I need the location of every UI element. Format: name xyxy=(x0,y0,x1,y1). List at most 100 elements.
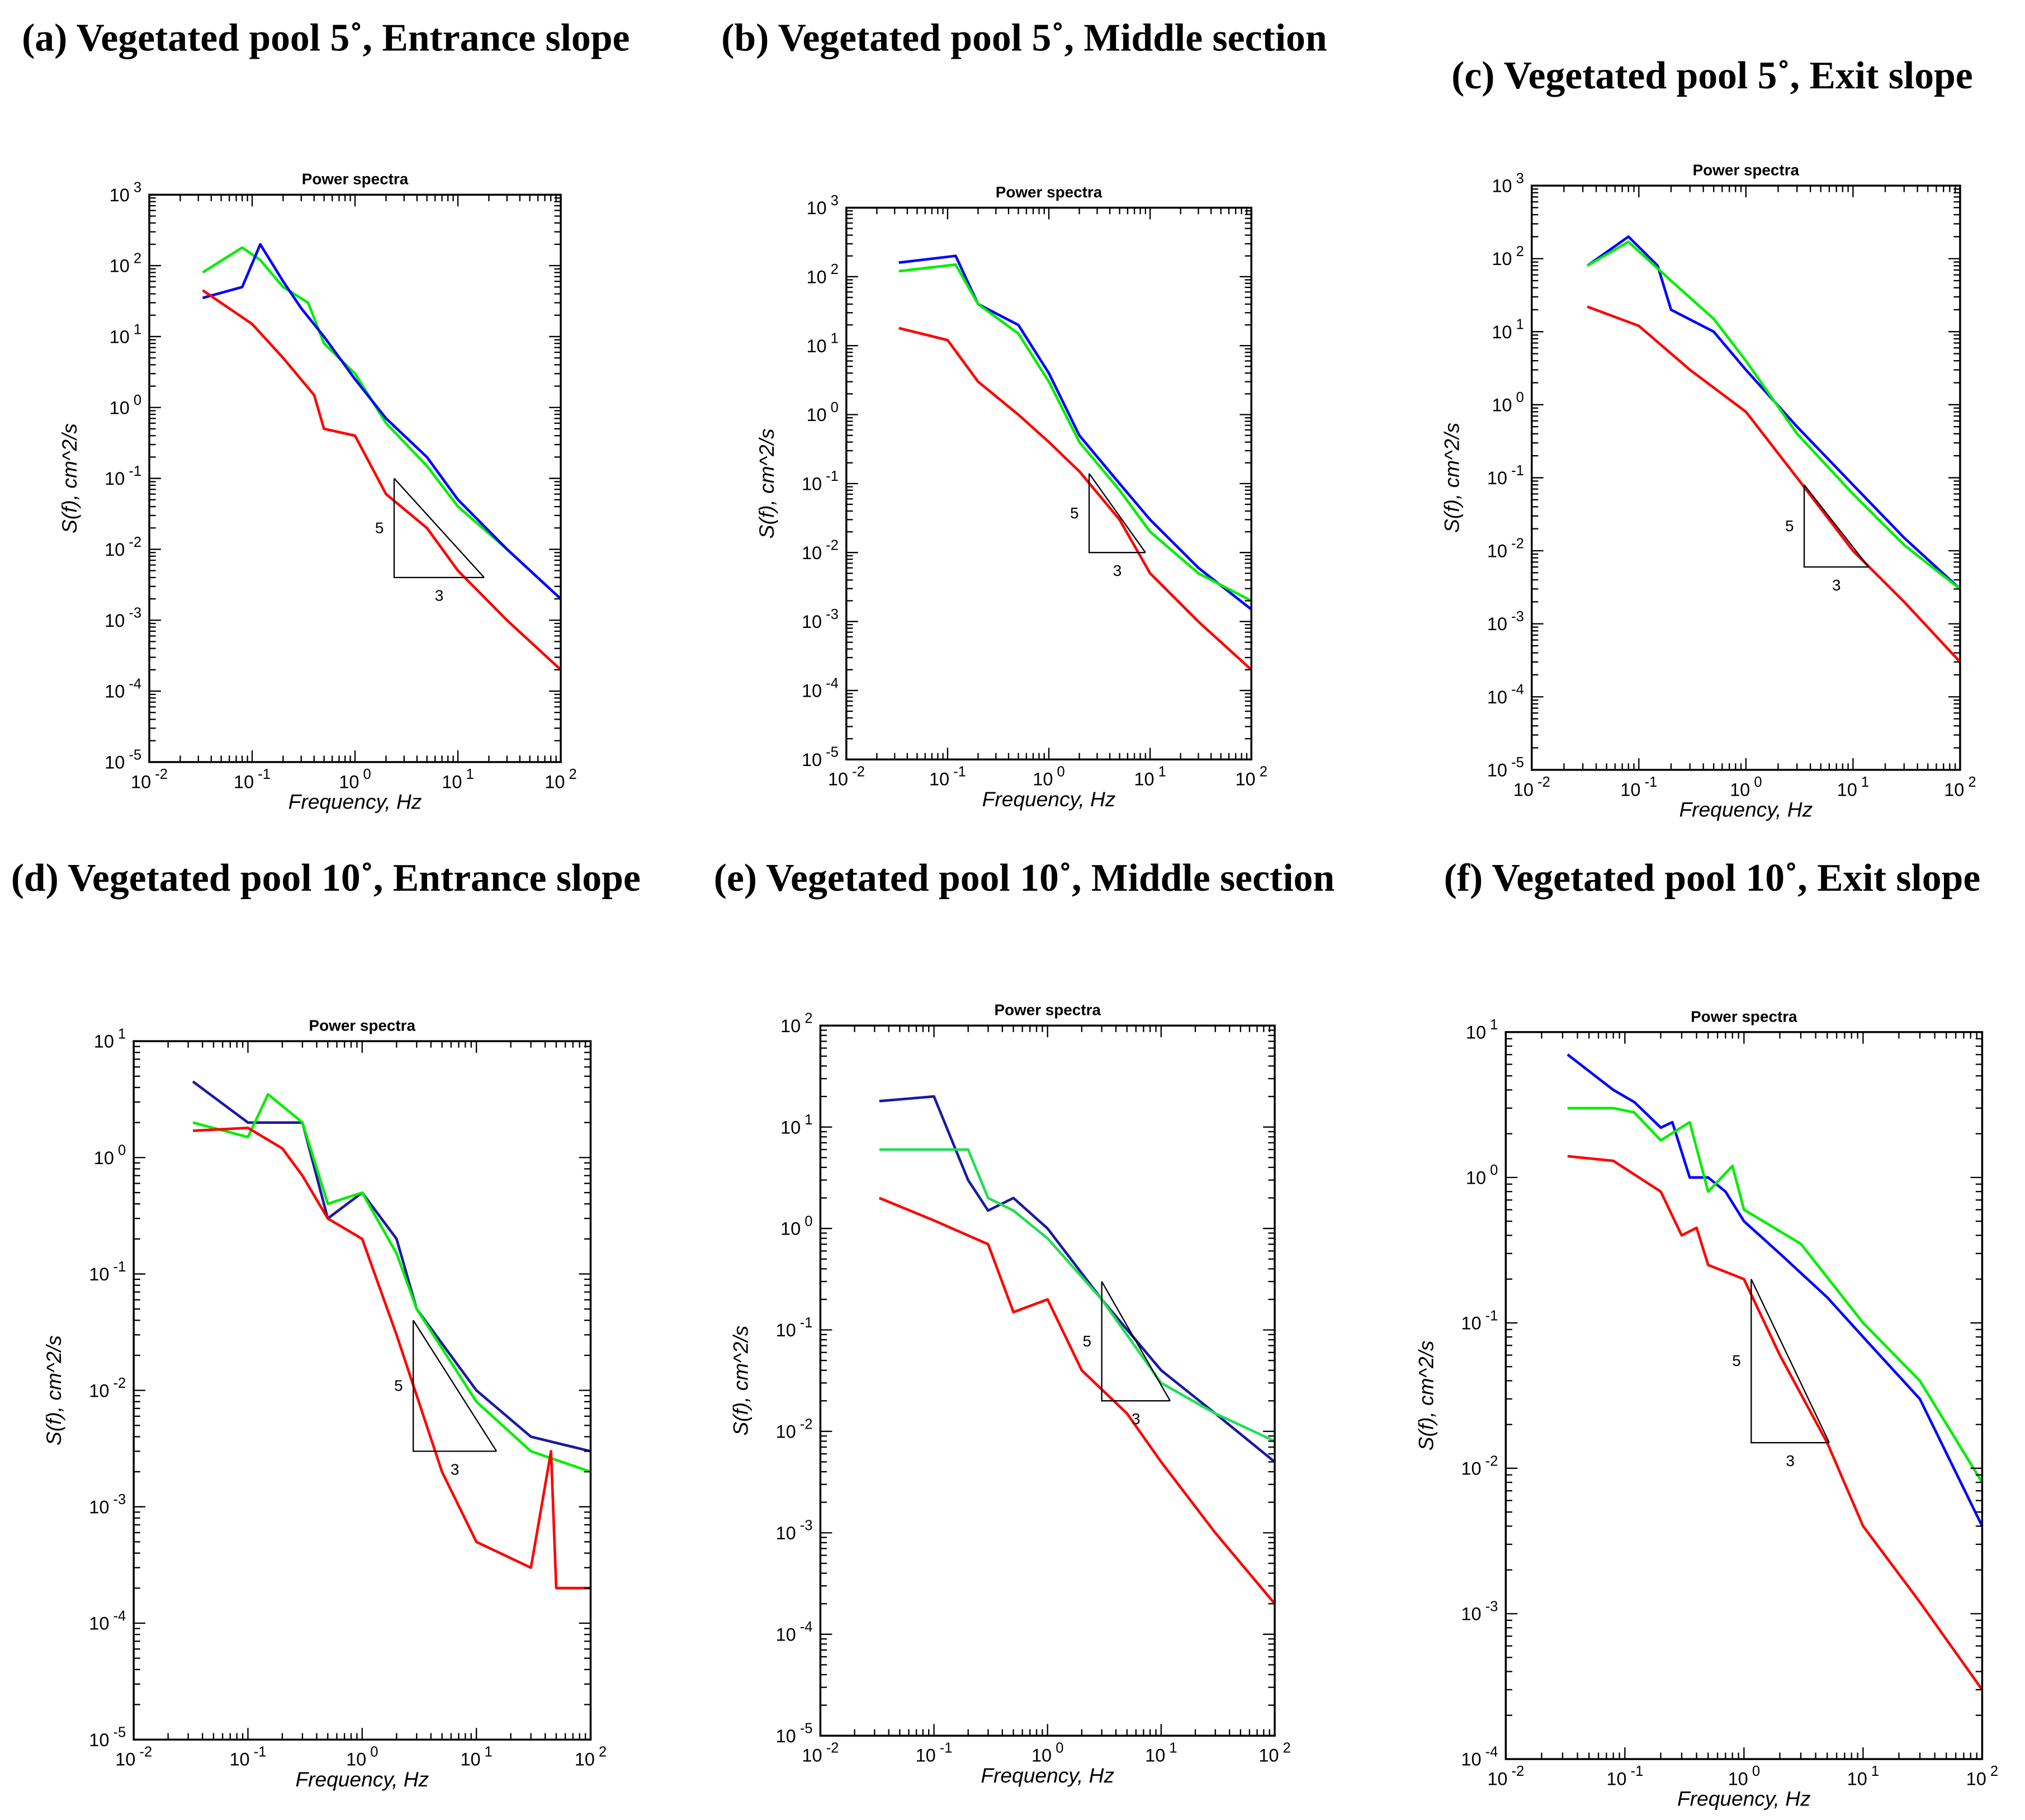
y-axis-label: S(f), cm^2/s xyxy=(1414,1340,1437,1450)
plot-title: Power spectra xyxy=(1691,1008,1797,1025)
y-tick-label: 10 2 xyxy=(1492,244,1524,269)
slope-triangle-legs xyxy=(393,478,484,579)
series-line-2 xyxy=(1587,305,1961,663)
plot-frame xyxy=(148,193,562,763)
y-tick-label: 10 -5 xyxy=(1487,755,1524,780)
x-tick-label: 10 -1 xyxy=(1606,1764,1643,1789)
series-line-0 xyxy=(1586,235,1961,590)
series-line-0 xyxy=(1567,1053,1984,1527)
panel-title-d: (d) Vegetated pool 10˚, Entrance slope xyxy=(11,857,641,900)
y-axis-label: S(f), cm^2/s xyxy=(755,428,778,538)
y-tick-label: 10 2 xyxy=(806,262,838,287)
x-tick-label: 10 -1 xyxy=(1620,774,1657,800)
plot-frame xyxy=(133,1040,592,1741)
y-tick-label: 10 -2 xyxy=(1487,536,1524,561)
x-tick-label: 10 -1 xyxy=(234,767,271,792)
plot-frame xyxy=(819,1024,1276,1737)
x-tick-label: 10 0 xyxy=(1032,1740,1063,1765)
y-tick-label: 10 -3 xyxy=(89,1492,126,1517)
x-tick-label: 10 1 xyxy=(1134,764,1166,789)
y-tick-label: 10 2 xyxy=(780,1011,812,1036)
series-line-2 xyxy=(1567,1155,1984,1691)
x-tick-label: 10 0 xyxy=(339,767,371,792)
series-line-0 xyxy=(202,246,562,600)
y-tick-label: 10 0 xyxy=(94,1143,126,1168)
slope-label-vertical: 5 xyxy=(1083,1332,1092,1350)
series-line-2 xyxy=(192,1126,591,1590)
y-tick-label: 10 0 xyxy=(1492,390,1524,415)
plot-title: Power spectra xyxy=(996,183,1103,201)
series-line-0 xyxy=(192,1080,591,1453)
x-tick-label: 10 2 xyxy=(1258,1740,1290,1765)
chart-d: 5 3 10 -2 10 -1 10 0 10 1 10 2 10 -5 10 -4 10 -3 1… xyxy=(42,1017,607,1791)
x-tick-label: 10 -1 xyxy=(916,1740,953,1765)
y-axis-label: S(f), cm^2/s xyxy=(1440,423,1464,533)
x-tick-label: 10 -2 xyxy=(828,764,865,789)
y-tick-label: 10 -3 xyxy=(802,607,839,632)
y-tick-label: 10 -1 xyxy=(776,1315,813,1340)
panel-title-a: (a) Vegetated pool 5˚, Entrance slope xyxy=(22,17,630,60)
y-tick-label: 10 -1 xyxy=(1461,1308,1498,1333)
y-tick-label: 10 -2 xyxy=(1461,1453,1498,1478)
slope-triangle-legs xyxy=(412,1320,497,1452)
series-line-1 xyxy=(192,1093,592,1473)
x-tick-label: 10 0 xyxy=(1730,774,1762,800)
y-tick-label: 10 -5 xyxy=(776,1721,813,1746)
slope-triangle-legs xyxy=(1803,485,1869,568)
series-line-1 xyxy=(1567,1107,1984,1483)
y-tick-label: 10 3 xyxy=(110,180,141,205)
y-axis-label: S(f), cm^2/s xyxy=(58,423,81,533)
x-tick-label: 10 2 xyxy=(575,1744,607,1769)
slope-label-horizontal: 3 xyxy=(451,1460,460,1478)
y-tick-label: 10 0 xyxy=(806,400,838,425)
slope-label-horizontal: 3 xyxy=(1132,1410,1140,1427)
y-tick-label: 10 -3 xyxy=(776,1518,813,1543)
y-tick-label: 10 3 xyxy=(1492,171,1524,196)
slope-triangle-legs xyxy=(1101,1281,1170,1402)
x-tick-label: 10 -2 xyxy=(131,767,168,792)
slope-label-horizontal: 3 xyxy=(435,587,444,604)
y-tick-label: 10 1 xyxy=(1466,1017,1498,1042)
chart-e: 5 3 10 -2 10 -1 10 0 10 1 10 2 10 -5 10 -4 10 -3 1… xyxy=(728,1001,1290,1787)
y-tick-label: 10 -3 xyxy=(105,606,141,631)
x-tick-label: 10 -2 xyxy=(802,1740,839,1765)
slope-triangle-hypotenuse xyxy=(1804,484,1870,568)
slope-label-vertical: 5 xyxy=(1070,504,1079,522)
y-tick-label: 10 1 xyxy=(780,1112,812,1137)
chart-a: 5 3 10 -2 10 -1 10 0 10 1 10 2 10 -5 10 -4 10 -3 1… xyxy=(58,171,577,814)
slope-label-horizontal: 3 xyxy=(1832,576,1841,594)
panel-title-f: (f) Vegetated pool 10˚, Exit slope xyxy=(1444,857,1981,900)
x-tick-label: 10 -1 xyxy=(229,1744,266,1769)
y-tick-label: 10 1 xyxy=(94,1026,126,1051)
y-tick-label: 10 -2 xyxy=(802,538,839,563)
y-tick-label: 10 -3 xyxy=(1461,1599,1498,1624)
x-tick-label: 10 -2 xyxy=(1487,1764,1524,1789)
x-axis-label: Frequency, Hz xyxy=(1679,797,1813,821)
panel-title-c: (c) Vegetated pool 5˚, Exit slope xyxy=(1451,54,1973,98)
y-tick-label: 10 -1 xyxy=(1487,463,1524,488)
plot-title: Power spectra xyxy=(1693,161,1800,178)
x-tick-label: 10 -2 xyxy=(1513,774,1550,800)
series-line-1 xyxy=(1586,240,1961,590)
chart-c: 5 3 10 -2 10 -1 10 0 10 1 10 2 10 -5 10 -4 10 -3 1… xyxy=(1440,161,1976,821)
y-tick-label: 10 0 xyxy=(1466,1162,1498,1188)
y-tick-label: 10 2 xyxy=(110,250,141,276)
series-line-1 xyxy=(898,263,1252,602)
x-axis-label: Frequency, Hz xyxy=(982,787,1116,811)
slope-triangle-legs xyxy=(1750,1279,1829,1444)
x-tick-label: 10 0 xyxy=(1728,1764,1760,1789)
x-tick-label: 10 1 xyxy=(1837,774,1869,800)
series-line-2 xyxy=(878,1197,1276,1605)
series-line-2 xyxy=(202,289,562,671)
slope-triangle-legs xyxy=(1088,473,1146,554)
y-tick-label: 10 1 xyxy=(806,331,838,356)
series-line-1 xyxy=(879,1148,1275,1443)
x-axis-label: Frequency, Hz xyxy=(981,1764,1114,1787)
slope-label-vertical: 5 xyxy=(394,1377,403,1394)
y-tick-label: 10 -4 xyxy=(105,676,141,701)
series-line-0 xyxy=(879,1095,1276,1463)
x-axis-label: Frequency, Hz xyxy=(288,790,422,813)
x-axis-label: Frequency, Hz xyxy=(295,1767,429,1791)
y-tick-label: 10 -1 xyxy=(105,464,141,489)
